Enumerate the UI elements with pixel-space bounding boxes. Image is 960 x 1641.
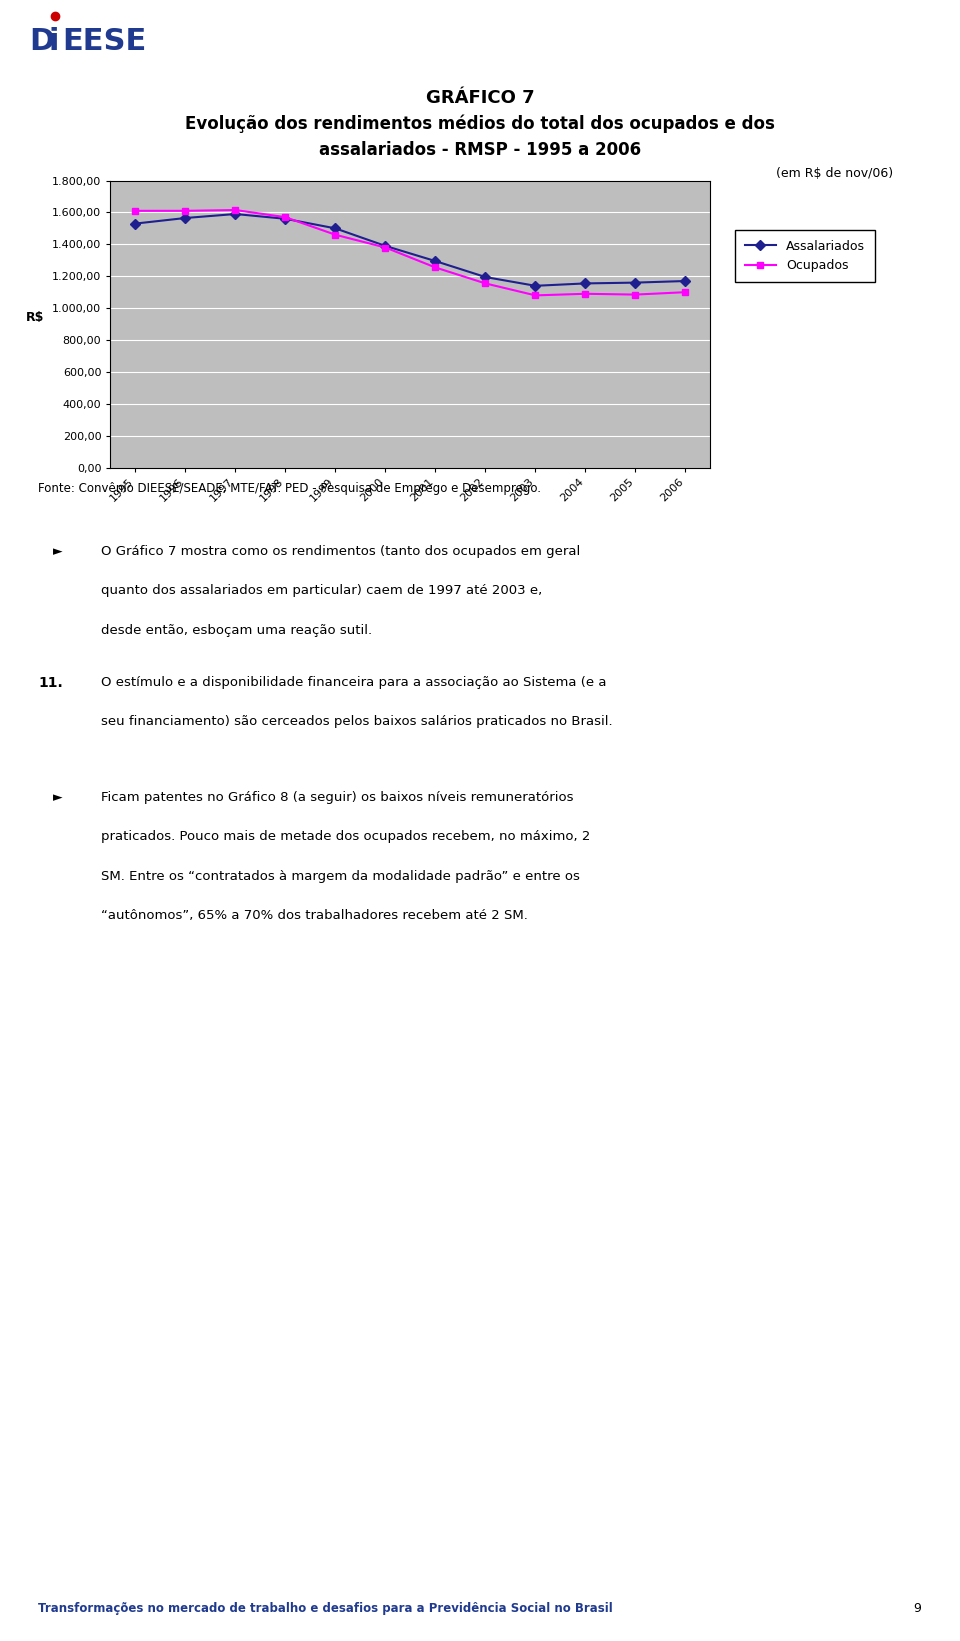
Text: ►: ► — [53, 791, 62, 804]
Text: seu financiamento) são cerceados pelos baixos salários praticados no Brasil.: seu financiamento) são cerceados pelos b… — [101, 715, 612, 729]
Line: Ocupados: Ocupados — [132, 207, 689, 299]
Text: 11.: 11. — [38, 676, 63, 691]
Assalariados — [480, 267, 492, 287]
Text: Evolução dos rendimentos médios do total dos ocupados e dos: Evolução dos rendimentos médios do total… — [185, 115, 775, 133]
Y-axis label: R$: R$ — [26, 312, 45, 325]
Assalariados — [180, 208, 191, 228]
Assalariados — [279, 208, 291, 228]
Ocupados — [379, 238, 391, 258]
Text: Fonte: Convênio DIEESE/SEADE, MTE/FAT. PED - Pesquisa de Emprego e Desemprego.: Fonte: Convênio DIEESE/SEADE, MTE/FAT. P… — [38, 482, 541, 496]
Assalariados — [630, 272, 641, 292]
Ocupados — [329, 225, 341, 245]
Legend: Assalariados, Ocupados: Assalariados, Ocupados — [734, 230, 875, 282]
Text: O Gráfico 7 mostra como os rendimentos (tanto dos ocupados em geral: O Gráfico 7 mostra como os rendimentos (… — [101, 545, 580, 558]
Assalariados — [130, 213, 141, 233]
Text: ►: ► — [53, 545, 62, 558]
Assalariados — [530, 276, 541, 295]
Ocupados — [680, 282, 691, 302]
Ocupados — [279, 207, 291, 226]
Assalariados — [430, 251, 442, 271]
Ocupados — [130, 200, 141, 220]
Assalariados — [379, 236, 391, 256]
Text: EESE: EESE — [62, 26, 147, 56]
Ocupados — [630, 286, 641, 305]
Text: desde então, esboçam uma reação sutil.: desde então, esboçam uma reação sutil. — [101, 624, 372, 637]
Ocupados — [530, 286, 541, 305]
Text: GRÁFICO 7: GRÁFICO 7 — [425, 89, 535, 107]
Ocupados — [229, 200, 241, 220]
Text: quanto dos assalariados em particular) caem de 1997 até 2003 e,: quanto dos assalariados em particular) c… — [101, 584, 542, 597]
Assalariados — [229, 203, 241, 223]
Assalariados — [580, 274, 591, 294]
Ocupados — [180, 200, 191, 220]
Text: Ficam patentes no Gráfico 8 (a seguir) os baixos níveis remuneratórios: Ficam patentes no Gráfico 8 (a seguir) o… — [101, 791, 573, 804]
Assalariados — [680, 271, 691, 290]
Line: Assalariados: Assalariados — [132, 210, 689, 289]
Text: praticados. Pouco mais de metade dos ocupados recebem, no máximo, 2: praticados. Pouco mais de metade dos ocu… — [101, 830, 590, 843]
Text: D: D — [29, 26, 54, 56]
Ocupados — [580, 284, 591, 304]
Assalariados — [329, 218, 341, 238]
Text: (em R$ de nov/06): (em R$ de nov/06) — [776, 167, 893, 181]
Text: O estímulo e a disponibilidade financeira para a associação ao Sistema (e a: O estímulo e a disponibilidade financeir… — [101, 676, 607, 689]
Ocupados — [480, 274, 492, 294]
Text: i: i — [49, 26, 60, 56]
Text: “autônomos”, 65% a 70% dos trabalhadores recebem até 2 SM.: “autônomos”, 65% a 70% dos trabalhadores… — [101, 909, 528, 922]
Text: Transformações no mercado de trabalho e desafios para a Previdência Social no Br: Transformações no mercado de trabalho e … — [38, 1602, 613, 1615]
Text: 9: 9 — [914, 1602, 922, 1615]
Text: SM. Entre os “contratados à margem da modalidade padrão” e entre os: SM. Entre os “contratados à margem da mo… — [101, 870, 580, 883]
Text: assalariados - RMSP - 1995 a 2006: assalariados - RMSP - 1995 a 2006 — [319, 141, 641, 159]
Ocupados — [430, 258, 442, 277]
